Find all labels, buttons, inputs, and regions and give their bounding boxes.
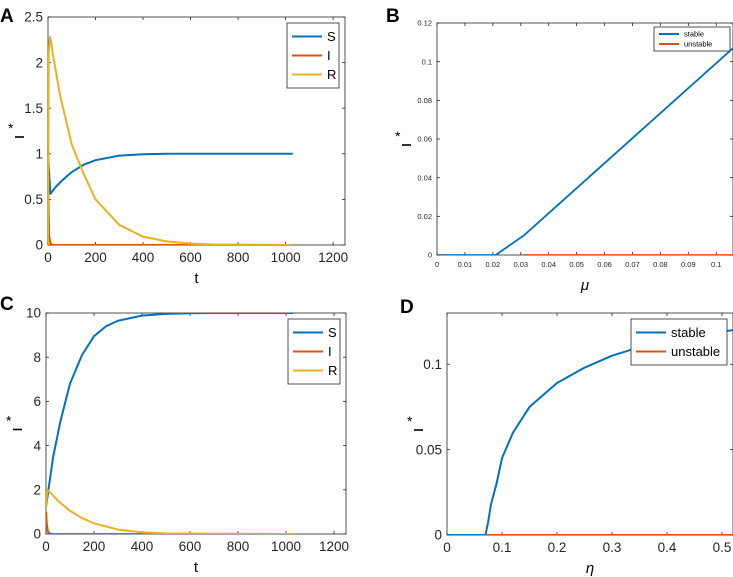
plot-b-xtick-label: 0.01 <box>458 260 473 269</box>
plot-b-series-stable <box>437 47 733 255</box>
plot-c-xtick-label: 200 <box>83 539 106 554</box>
plot-b-xtick-label: 0.09 <box>681 260 696 269</box>
plot-a-xtick-label: 1200 <box>318 250 348 265</box>
plot-d-xtick-label: 0.5 <box>713 540 732 555</box>
panel-a: A 0 200 400 600 800 1000 1200 0 0.5 1 1.5 2 2.5 t * SIR <box>0 6 348 287</box>
plot-d-xlabel: η <box>586 560 594 577</box>
plot-c-series-i <box>46 511 294 534</box>
plot-c-xtick-label: 0 <box>42 539 50 554</box>
panel-c-label: C <box>0 294 14 315</box>
panel-b-label: B <box>386 6 400 27</box>
plot-a-series-i <box>48 153 293 245</box>
plot-b-ytick-label: 0.1 <box>422 57 432 66</box>
plot-d-ytick-label: 0.05 <box>416 442 442 457</box>
panel-a-label: A <box>0 6 14 27</box>
plot-b-xtick-label: 0.06 <box>597 260 612 269</box>
plot-a-xtick-label: 400 <box>132 250 155 265</box>
plot-b-xtick-label: 0.05 <box>569 260 584 269</box>
plot-b-ytick-label: 0.08 <box>417 96 432 105</box>
plot-b-legend-box <box>653 26 731 52</box>
plot-c-legend-label-s: S <box>328 325 337 340</box>
plot-c-ytick-label: 6 <box>33 394 41 409</box>
panel-b: B 0 0.01 0.02 0.03 0.04 0.05 0.06 0.07 0.08 0.09 0… <box>386 6 733 294</box>
plot-b-xtick-label: 0.03 <box>513 260 528 269</box>
plot-c-ytick-label: 0 <box>33 527 41 542</box>
plot-c-legend-label-i: I <box>328 344 332 359</box>
plot-b-xtick-label: 0.1 <box>711 260 721 269</box>
plot-b-xtick-label: 0.07 <box>625 260 640 269</box>
plot-a-xlabel: t <box>194 270 199 287</box>
plot-a-ytick-label: 0.5 <box>24 192 43 207</box>
plot-d-ylabel: * <box>407 413 413 429</box>
plot-d-legend-box <box>630 318 728 366</box>
plot-b-ytick-label: 0.02 <box>417 212 432 221</box>
plot-d-legend-label-unstable: unstable <box>671 344 720 359</box>
plot-c-ytick-label: 8 <box>33 350 41 365</box>
plot-a-xtick-label: 600 <box>179 250 202 265</box>
plot-c-xtick-label: 1000 <box>271 539 301 554</box>
plot-c-xtick-label: 1200 <box>319 539 349 554</box>
plot-c-series-s <box>46 313 294 508</box>
plot-b-legend-label-unstable: unstable <box>684 40 712 49</box>
plot-d-ytick-label: 0.1 <box>423 357 442 372</box>
plot-b-xtick-label: 0.04 <box>541 260 556 269</box>
plot-a-ytick-label: 0 <box>35 238 43 253</box>
plot-c: 0 200 400 600 800 1000 1200 0 2 4 6 8 10 t * SIR <box>6 306 349 576</box>
plot-d-ytick-label: 0 <box>434 528 442 543</box>
plot-a-series-r <box>48 36 293 245</box>
plot-a-xtick-label: 800 <box>227 250 250 265</box>
plot-b-ytick-label: 0.04 <box>417 173 432 182</box>
panel-d: D 0 0.1 0.2 0.3 0.4 0.5 0 0.05 0.1 η * stable unstab… <box>400 297 733 577</box>
plot-a-legend-label-r: R <box>327 67 336 82</box>
plot-b-ytick-label: 0.06 <box>417 135 432 144</box>
plot-b-xtick-label: 0 <box>435 260 439 269</box>
plot-a-legend-label-s: S <box>327 29 336 44</box>
plot-b-xtick-label: 0.02 <box>486 260 501 269</box>
plot-c-legend: SIR <box>287 318 341 385</box>
plot-b-ylabel: * <box>395 128 401 144</box>
plot-b-legend-label-stable: stable <box>684 30 704 39</box>
plot-c-series-r <box>46 488 294 534</box>
plot-c-xtick-label: 400 <box>131 539 154 554</box>
plot-a-ytick-label: 1.5 <box>24 101 43 116</box>
plot-d: 0 0.1 0.2 0.3 0.4 0.5 0 0.05 0.1 η * stable unstable <box>407 312 733 577</box>
plot-a-series-s <box>48 152 293 195</box>
plot-a-xtick-label: 200 <box>84 250 107 265</box>
plot-a-xtick-label: 1000 <box>271 250 301 265</box>
plot-b: 0 0.01 0.02 0.03 0.04 0.05 0.06 0.07 0.08 0.09 0.1… <box>395 19 733 294</box>
plot-c-xtick-label: 600 <box>179 539 202 554</box>
plot-c-legend-label-r: R <box>328 363 337 378</box>
plot-a-legend: SIR <box>286 22 340 89</box>
panel-d-label: D <box>400 297 414 318</box>
panel-c: C 0 200 400 600 800 1000 1200 0 2 4 6 8 10 t * SIR <box>0 294 349 576</box>
plot-b-xtick-label: 0.08 <box>653 260 668 269</box>
plot-b-ytick-label: 0.12 <box>417 19 432 28</box>
plot-a-ylabel: * <box>8 120 14 136</box>
plot-c-xlabel: t <box>194 559 199 576</box>
plot-b-ytick-label: 0 <box>428 251 432 260</box>
plot-c-ytick-label: 4 <box>33 438 41 453</box>
plot-a-xtick-label: 0 <box>44 250 52 265</box>
plot-c-ytick-label: 2 <box>33 483 41 498</box>
plot-c-ytick-label: 10 <box>26 306 41 321</box>
plot-c-xtick-label: 800 <box>227 539 250 554</box>
plot-d-xtick-label: 0 <box>443 540 451 555</box>
plot-a-ytick-label: 2 <box>35 55 43 70</box>
plot-d-xtick-label: 0.4 <box>658 540 677 555</box>
plot-d-xtick-label: 0.1 <box>493 540 512 555</box>
plot-b-axes-box <box>436 22 733 256</box>
plot-d-legend: stable unstable <box>630 318 728 366</box>
plot-a: 0 200 400 600 800 1000 1200 0 0.5 1 1.5 2 2.5 t * SIR <box>8 10 348 287</box>
plot-a-legend-label-i: I <box>327 48 331 63</box>
plot-c-ylabel: * <box>6 413 12 429</box>
plot-d-xtick-label: 0.2 <box>548 540 567 555</box>
plot-d-xtick-label: 0.3 <box>603 540 622 555</box>
plot-a-ytick-label: 1 <box>35 147 43 162</box>
plot-b-xlabel: μ <box>580 277 589 294</box>
plot-d-legend-label-stable: stable <box>671 325 706 340</box>
plot-a-ytick-label: 2.5 <box>24 10 43 25</box>
